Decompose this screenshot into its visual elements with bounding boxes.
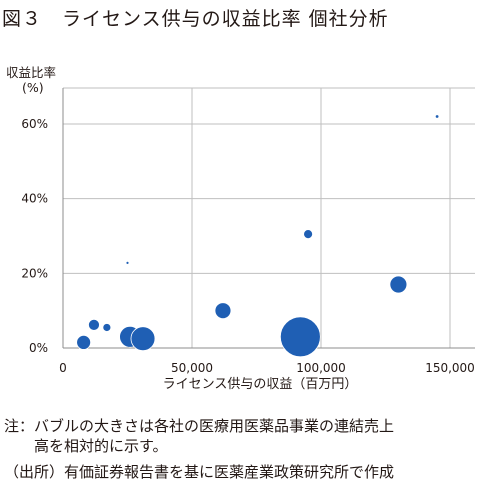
y-axis-unit: (%) <box>22 80 44 95</box>
bubble-point <box>130 326 156 352</box>
y-axis-title: 収益比率 <box>6 65 57 80</box>
bubble-point <box>279 316 321 358</box>
bubble-point <box>102 323 112 332</box>
x-axis-title: ライセンス供与の収益（百万円） <box>162 377 358 392</box>
y-tick-label: 60% <box>21 117 48 131</box>
note-line-2: 高を相対的に示す。 <box>4 437 168 455</box>
bubble-point <box>88 318 100 331</box>
x-tick-label: 50,000 <box>171 361 213 375</box>
bubble-point <box>389 275 408 294</box>
bubble-point <box>303 229 314 240</box>
bubble-point <box>214 302 232 320</box>
y-tick-label: 0% <box>29 341 48 355</box>
y-tick-label: 20% <box>21 266 48 280</box>
chart-title: 図３ ライセンス供与の収益比率 個社分析 <box>2 8 389 30</box>
bubble-point <box>434 114 440 119</box>
source-line: （出所）有価証券報告書を基に医薬産業政策研究所で作成 <box>4 463 395 481</box>
x-tick-label: 0 <box>59 361 67 375</box>
bubble-point <box>125 260 130 265</box>
x-tick-label: 150,000 <box>425 361 475 375</box>
y-tick-label: 40% <box>21 192 48 206</box>
x-tick-label: 100,000 <box>296 361 346 375</box>
bubble-point <box>76 334 92 350</box>
note-line-1: 注：バブルの大きさは各社の医療用医薬品事業の連結売上 <box>4 417 395 435</box>
